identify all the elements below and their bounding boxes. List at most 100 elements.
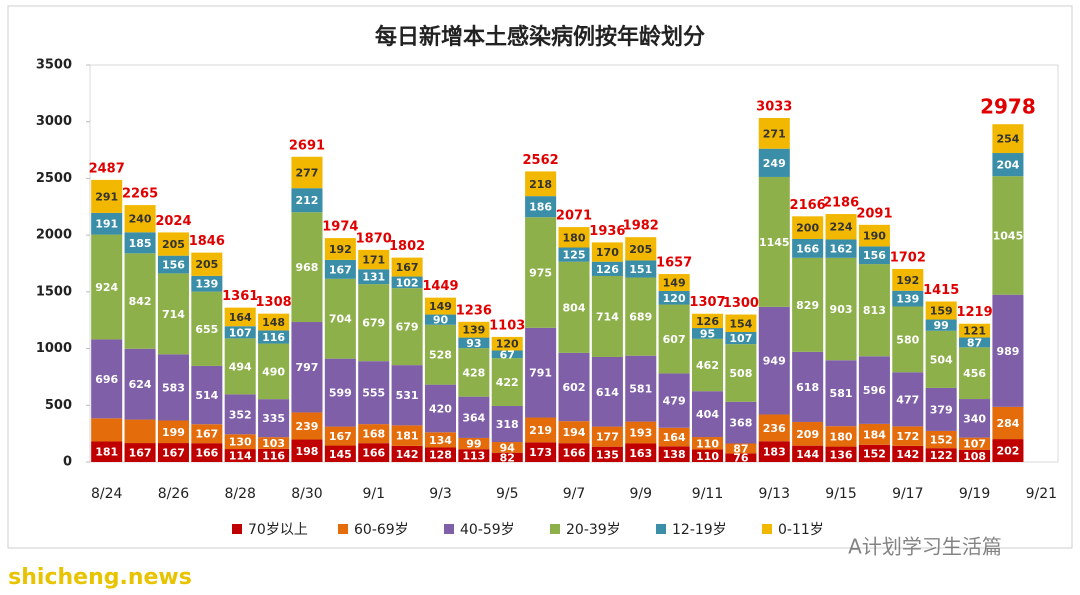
data-label: 102 xyxy=(396,276,419,289)
data-label: 99 xyxy=(466,438,481,451)
bar-segment xyxy=(625,277,657,356)
data-label: 205 xyxy=(162,238,185,251)
legend-label: 60-69岁 xyxy=(354,522,409,538)
total-label: 1702 xyxy=(890,250,926,265)
data-label: 142 xyxy=(396,448,419,461)
data-label: 239 xyxy=(295,420,318,433)
bar-segment xyxy=(91,339,123,419)
bar-segment xyxy=(892,290,924,307)
total-label: 1308 xyxy=(255,295,291,310)
bar-segment xyxy=(324,358,356,427)
bar-segment xyxy=(858,444,890,462)
data-label: 240 xyxy=(129,213,152,226)
data-label: 1145 xyxy=(759,236,790,249)
bar-segment xyxy=(358,424,390,444)
bar-segment xyxy=(758,414,790,442)
bar-segment xyxy=(758,441,790,462)
x-tick-label: 9/9 xyxy=(629,486,652,502)
bar-segment xyxy=(825,257,857,361)
bar-segment xyxy=(591,446,623,462)
bar-segment xyxy=(858,246,890,265)
chart-title: 每日新增本土感染病例按年龄划分 xyxy=(375,24,705,50)
bar-segment xyxy=(658,274,690,291)
data-label: 149 xyxy=(429,300,452,313)
data-label: 186 xyxy=(529,201,552,214)
data-label: 714 xyxy=(162,308,185,321)
bar-segment xyxy=(291,322,323,413)
bar-segment xyxy=(825,239,857,258)
bar-segment xyxy=(591,356,623,427)
bar-segment xyxy=(959,437,991,450)
bar-segment xyxy=(758,176,790,307)
bar-segment xyxy=(758,148,790,177)
bar-segment xyxy=(324,426,356,446)
data-label: 131 xyxy=(362,271,385,284)
data-label: 335 xyxy=(262,412,285,425)
data-label: 236 xyxy=(763,422,786,435)
bar-segment xyxy=(691,449,724,462)
data-label: 924 xyxy=(95,281,118,294)
bar-segment xyxy=(391,257,423,277)
x-tick-label: 9/17 xyxy=(892,486,923,502)
bar-segment xyxy=(558,443,590,462)
bar-segment xyxy=(91,234,123,340)
total-label: 1307 xyxy=(689,295,725,310)
data-label: 167 xyxy=(329,430,352,443)
data-label: 205 xyxy=(629,243,652,256)
bar-segment xyxy=(324,278,356,359)
bar-segment xyxy=(324,445,356,462)
bar-segment xyxy=(959,323,991,338)
bar-segment xyxy=(491,336,523,351)
data-label: 93 xyxy=(466,337,481,350)
bar-segment xyxy=(725,453,757,462)
data-label: 254 xyxy=(996,133,1019,146)
data-label: 103 xyxy=(262,437,285,450)
data-label: 107 xyxy=(963,438,986,451)
y-tick-label: 0 xyxy=(63,455,72,470)
bar-segment xyxy=(458,348,490,397)
data-label: 139 xyxy=(896,293,919,306)
data-label: 142 xyxy=(896,448,919,461)
x-tick-label: 8/30 xyxy=(291,486,322,502)
data-label: 949 xyxy=(763,355,786,368)
bar-segment xyxy=(424,324,457,385)
bar-segment xyxy=(191,443,223,462)
bar-segment xyxy=(792,421,824,446)
data-label: 219 xyxy=(529,424,552,437)
data-label: 813 xyxy=(863,304,886,317)
bar-segment xyxy=(758,117,790,149)
total-label: 2091 xyxy=(856,206,892,221)
data-label: 138 xyxy=(663,448,686,461)
data-label: 679 xyxy=(362,317,385,330)
data-label: 514 xyxy=(195,389,218,402)
bar-segment xyxy=(658,304,690,374)
bar-segment xyxy=(391,365,423,426)
data-label: 624 xyxy=(129,378,152,391)
bar-segment xyxy=(358,443,390,462)
bar-segment xyxy=(491,350,523,359)
x-tick-label: 9/5 xyxy=(496,486,519,502)
watermark: shicheng.news xyxy=(8,565,192,590)
data-label: 185 xyxy=(129,237,152,250)
bar-segment xyxy=(558,247,590,262)
bar-segment xyxy=(224,394,256,435)
data-label: 704 xyxy=(329,313,352,326)
x-tick-label: 8/28 xyxy=(224,486,255,502)
data-label: 479 xyxy=(663,395,686,408)
data-label: 428 xyxy=(462,366,485,379)
data-label: 120 xyxy=(663,292,686,305)
bar-segment xyxy=(258,448,290,462)
data-label: 180 xyxy=(563,231,586,244)
data-label: 125 xyxy=(563,249,586,262)
bar-segment xyxy=(491,442,523,453)
data-label: 477 xyxy=(896,393,919,406)
total-label: 1802 xyxy=(389,239,425,254)
bar-segment xyxy=(825,446,857,462)
bar-segment xyxy=(358,284,390,362)
bar-segment xyxy=(558,261,590,353)
x-tick-label: 9/3 xyxy=(429,486,452,502)
data-label: 581 xyxy=(830,387,853,400)
data-label: 87 xyxy=(967,336,982,349)
data-label: 159 xyxy=(930,305,953,318)
bar-segment xyxy=(525,196,557,218)
